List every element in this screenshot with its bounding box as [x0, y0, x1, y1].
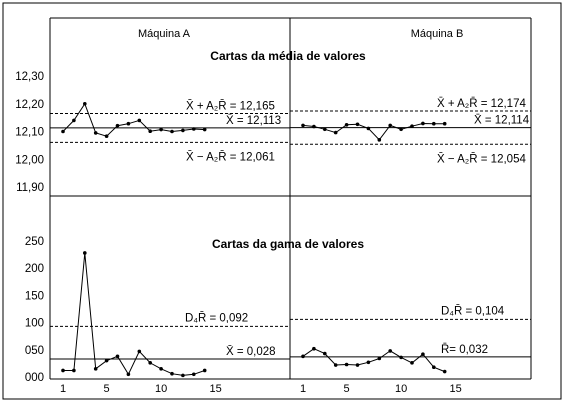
x-tick-label: 1 — [60, 383, 66, 395]
data-point — [333, 130, 338, 135]
data-point — [148, 361, 152, 365]
data-point — [104, 358, 109, 363]
data-point — [333, 363, 338, 367]
data-point — [93, 367, 98, 371]
data-point — [170, 129, 174, 134]
data-point — [137, 118, 142, 123]
data-point — [366, 360, 371, 365]
data-point — [181, 128, 185, 133]
limit-label: R̄= 0,032 — [441, 343, 488, 356]
series-line — [302, 348, 445, 373]
data-point — [72, 368, 76, 373]
y-tick-label: 12,20 — [15, 99, 44, 111]
data-point — [410, 124, 414, 129]
data-point — [93, 131, 98, 135]
series-line — [62, 102, 205, 137]
limit-label: X̄ + A₂R̄ = 12,174 — [437, 97, 526, 110]
y-tick-label: 100 — [25, 318, 44, 330]
data-point — [83, 251, 87, 255]
data-point — [344, 362, 349, 367]
limit-label: X̄ = 12,114 — [474, 114, 530, 127]
mean-chart-title: Cartas da média de valores — [210, 49, 366, 63]
data-point — [388, 349, 393, 353]
data-point — [61, 368, 65, 373]
data-point — [432, 121, 436, 126]
data-point — [104, 134, 109, 139]
data-point — [301, 354, 305, 359]
y-tick-label: 000 — [25, 372, 44, 384]
data-point — [137, 349, 142, 354]
series-line — [63, 252, 205, 376]
machine-a-label: Máquina A — [138, 28, 191, 40]
data-point — [432, 365, 436, 370]
data-point — [181, 373, 185, 378]
y-tick-label: 050 — [25, 345, 44, 357]
data-point — [115, 123, 120, 128]
range-chart-title: Cartas da gama de valores — [212, 237, 364, 251]
data-point — [399, 355, 403, 360]
y-tick-label: 11,90 — [16, 182, 44, 194]
x-tick-label: 10 — [155, 383, 167, 395]
data-point — [399, 127, 403, 132]
machine-b-label: Máquina B — [411, 28, 464, 40]
data-point — [366, 126, 371, 131]
data-point — [312, 346, 316, 351]
data-point — [355, 122, 360, 127]
data-point — [344, 123, 349, 127]
limit-label: X̄ + A₂R̄ = 12,165 — [186, 100, 275, 113]
x-tick-label: 1 — [300, 383, 306, 395]
data-point — [148, 129, 152, 134]
y-tick-label: 12,10 — [15, 127, 44, 139]
limit-label: D₄R̄ = 0,104 — [441, 305, 505, 318]
data-point — [126, 372, 131, 377]
x-tick-label: 15 — [209, 383, 221, 395]
limit-label: X̄ − A₂R̄ = 12,061 — [186, 151, 275, 164]
data-point — [61, 129, 65, 134]
limit-label: X̄ − A₂R̄ = 12,054 — [437, 153, 526, 166]
chart-marks: 12,3012,2012,1012,0011,90250200150100050… — [15, 71, 531, 395]
data-point — [115, 354, 120, 359]
y-tick-label: 12,30 — [15, 71, 44, 83]
data-point — [323, 351, 327, 356]
data-point — [410, 361, 414, 365]
data-point — [421, 352, 425, 356]
data-point — [355, 363, 360, 367]
data-point — [192, 127, 196, 131]
data-point — [301, 123, 305, 128]
data-point — [312, 124, 316, 129]
data-point — [126, 121, 131, 126]
y-tick-label: 12,00 — [15, 154, 44, 166]
data-point — [170, 371, 174, 376]
x-tick-label: 5 — [104, 383, 110, 395]
data-point — [202, 127, 207, 132]
data-point — [72, 118, 76, 123]
x-tick-label: 15 — [449, 383, 461, 395]
series-line — [302, 122, 445, 141]
limit-label: X̄ = 0,028 — [226, 345, 276, 358]
y-tick-label: 250 — [25, 236, 44, 248]
data-point — [442, 121, 447, 126]
x-tick-label: 10 — [395, 383, 407, 395]
limit-label: X̄ = 12,113 — [226, 114, 281, 127]
outer-frame — [2, 2, 562, 400]
limit-label: D₄R̄ = 0,092 — [185, 312, 248, 325]
data-point — [192, 372, 196, 377]
x-tick-label: 5 — [344, 383, 350, 395]
data-point — [83, 101, 87, 106]
y-tick-label: 200 — [25, 263, 44, 275]
data-point — [202, 368, 207, 373]
data-point — [159, 367, 163, 371]
data-point — [377, 356, 382, 361]
data-point — [323, 127, 327, 132]
data-point — [388, 123, 393, 128]
data-point — [377, 138, 382, 142]
data-point — [421, 121, 425, 126]
y-tick-label: 150 — [25, 290, 44, 302]
data-point — [442, 369, 447, 374]
data-point — [159, 127, 163, 132]
